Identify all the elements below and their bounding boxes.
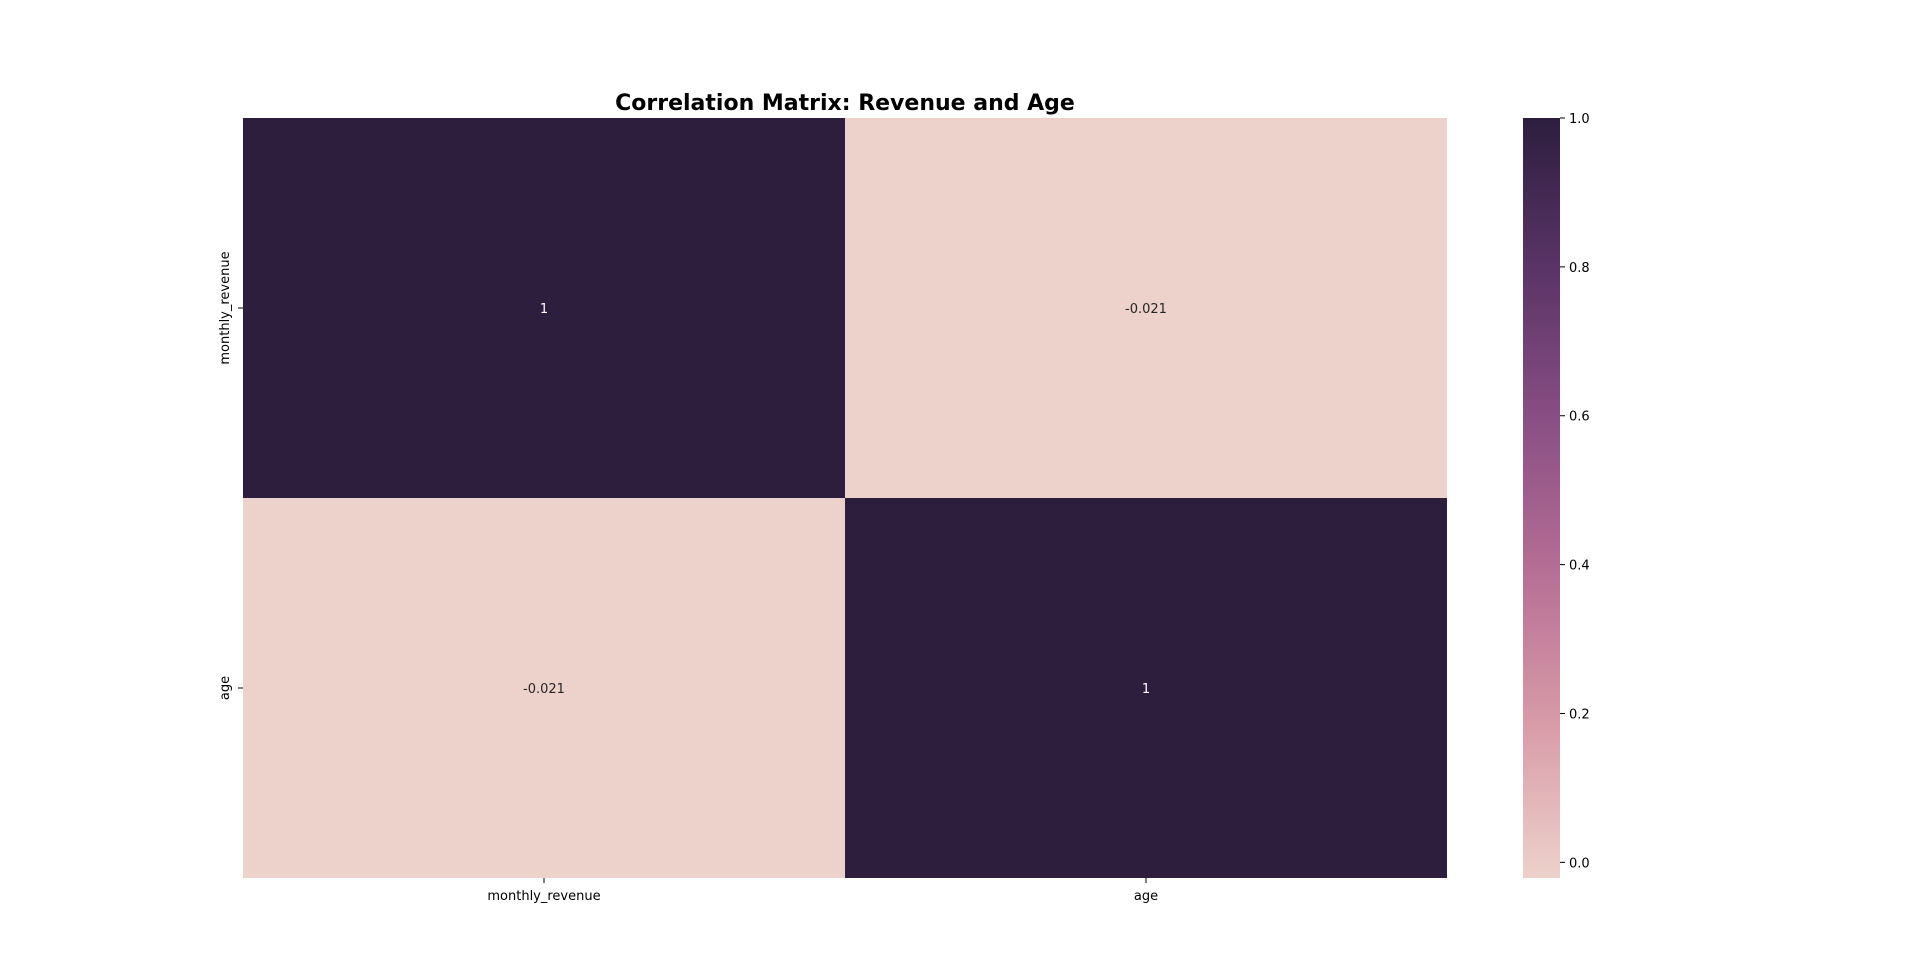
x-axis: monthly_revenue age [487,878,1158,904]
heatmap-cell [243,498,845,878]
cell-annotation: -0.021 [523,682,565,697]
colorbar-tick-label: 1.0 [1569,112,1590,127]
cell-annotation: 1 [1142,682,1150,697]
y-tick-label: monthly_revenue [218,251,233,364]
cell-annotation: 1 [540,302,548,317]
heatmap-cell [845,498,1447,878]
y-tick-label: age [218,676,233,700]
colorbar-tick-label: 0.6 [1569,410,1590,425]
x-tick-label: age [1134,889,1158,904]
colorbar-gradient [1523,118,1560,878]
colorbar: 0.0 0.2 0.4 0.6 0.8 1.0 [1523,112,1590,878]
heatmap-cell [243,118,845,498]
colorbar-tick-label: 0.4 [1569,559,1590,574]
cell-annotation: -0.021 [1125,302,1167,317]
colorbar-tick-label: 0.8 [1569,261,1590,276]
heatmap-cell [845,118,1447,498]
x-tick-label: monthly_revenue [487,889,600,904]
heatmap-cells: 1 -0.021 -0.021 1 [243,118,1447,878]
colorbar-tick-label: 0.2 [1569,707,1590,722]
chart-title: Correlation Matrix: Revenue and Age [615,91,1075,116]
colorbar-tick-label: 0.0 [1569,856,1590,871]
